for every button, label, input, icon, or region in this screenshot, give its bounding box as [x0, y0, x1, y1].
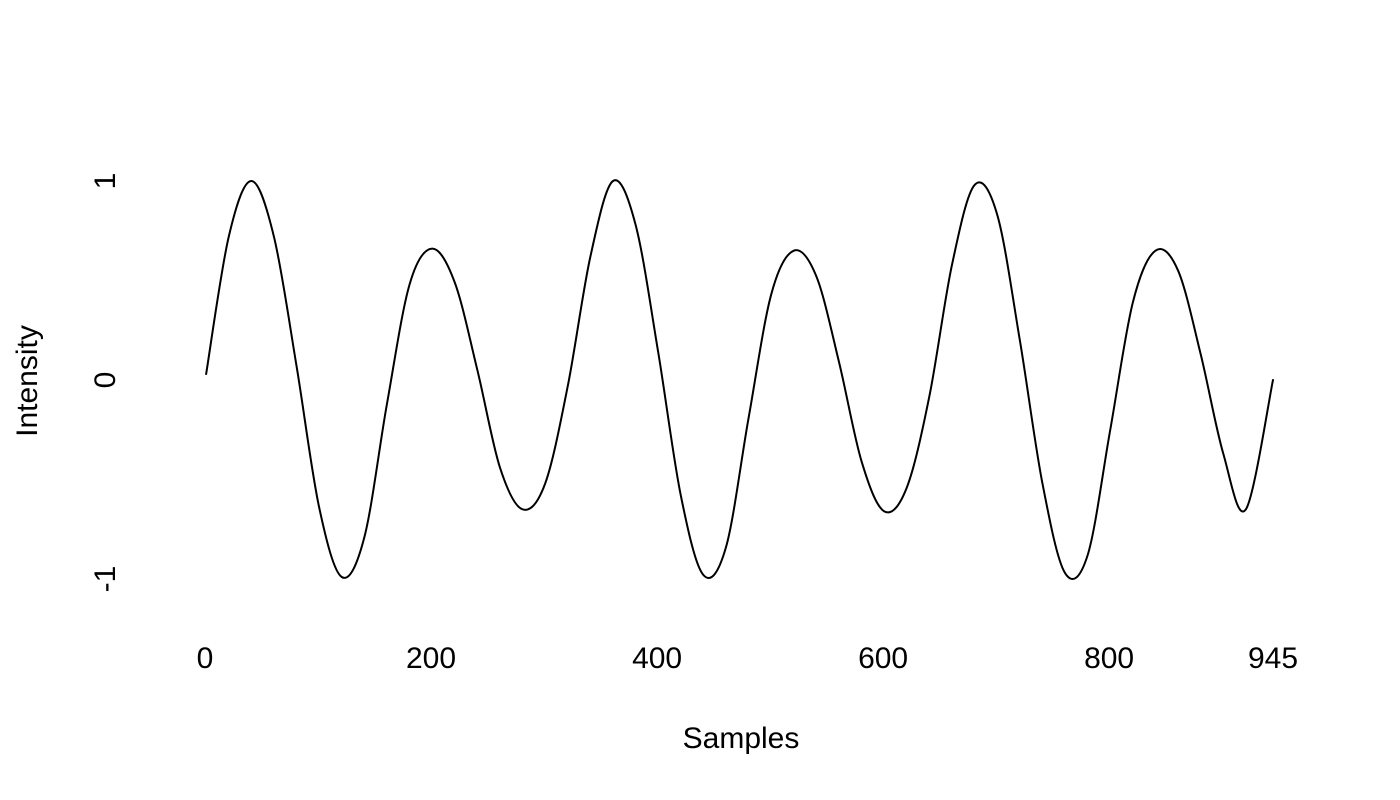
x-tick-label: 0: [197, 642, 214, 675]
y-tick-label: -1: [89, 566, 122, 593]
y-tick-label: 1: [89, 173, 122, 190]
series-line: [205, 179, 1274, 580]
x-tick-label: 400: [632, 642, 682, 675]
x-tick-label: 945: [1248, 642, 1298, 675]
x-tick-label: 200: [406, 642, 456, 675]
x-axis-title: Samples: [683, 722, 800, 755]
x-tick-label: 600: [858, 642, 908, 675]
y-tick-label: 0: [89, 372, 122, 389]
plot-area: [205, 179, 1274, 580]
y-axis-title: Intensity: [11, 325, 44, 437]
y-axis-tick-labels: -1 0 1: [89, 173, 122, 593]
x-tick-label: 800: [1084, 642, 1134, 675]
x-axis-tick-labels: 0 200 400 600 800 945: [197, 642, 1298, 675]
